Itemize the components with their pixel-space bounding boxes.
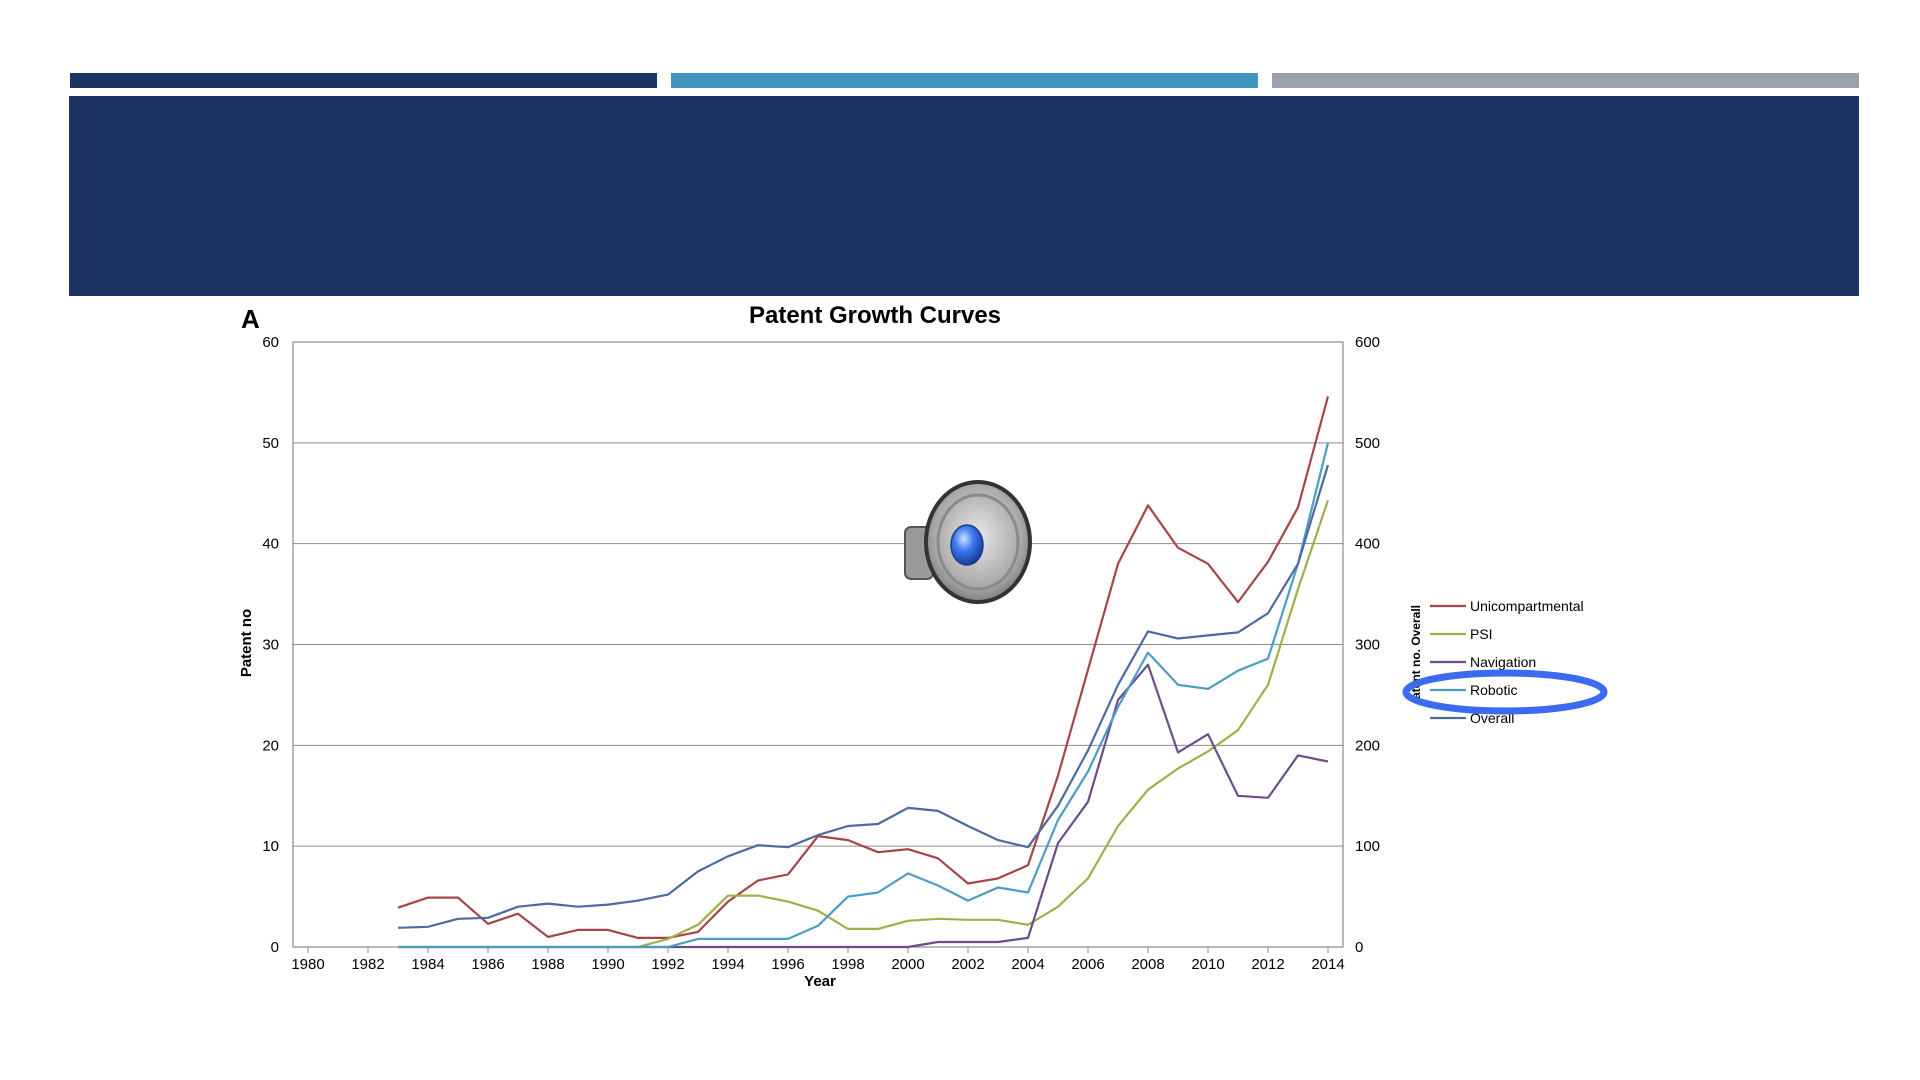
y-axis-label: Patent no bbox=[238, 609, 255, 677]
y-tick-label: 10 bbox=[262, 838, 279, 855]
y-tick-label: 30 bbox=[262, 637, 279, 654]
accent-bar-gray bbox=[1272, 73, 1859, 88]
x-tick-label: 2010 bbox=[1191, 956, 1224, 973]
y-right-tick-label: 300 bbox=[1355, 637, 1380, 654]
x-tick-label: 1988 bbox=[531, 956, 564, 973]
highlight-ellipse bbox=[1402, 669, 1608, 715]
y-right-tick-label: 600 bbox=[1355, 334, 1380, 351]
accent-bar-navy bbox=[70, 73, 657, 88]
series-line-unicompartmental bbox=[397, 396, 1330, 940]
y-right-tick-label: 0 bbox=[1355, 939, 1363, 956]
y-right-tick-label: 500 bbox=[1355, 435, 1380, 452]
grid-layer bbox=[292, 341, 1344, 948]
legend-label-robotic: Robotic bbox=[1470, 682, 1517, 698]
x-tick-label: 1990 bbox=[591, 956, 624, 973]
x-tick-label: 2004 bbox=[1011, 956, 1044, 973]
series-layer bbox=[397, 396, 1330, 949]
x-tick-label: 2006 bbox=[1071, 956, 1104, 973]
x-tick-label: 1998 bbox=[831, 956, 864, 973]
y-tick-label: 50 bbox=[262, 435, 279, 452]
speaker-icon[interactable] bbox=[904, 480, 1032, 604]
legend: UnicompartmentalPSINavigationRoboticOver… bbox=[1402, 598, 1608, 726]
legend-label-navigation: Navigation bbox=[1470, 654, 1536, 670]
x-tick-label: 2008 bbox=[1131, 956, 1164, 973]
panel-letter: A bbox=[241, 304, 260, 334]
legend-label-psi: PSI bbox=[1470, 626, 1493, 642]
x-tick-label: 2012 bbox=[1251, 956, 1284, 973]
x-tick-label: 1986 bbox=[471, 956, 504, 973]
x-axis-label: Year bbox=[804, 973, 836, 990]
legend-label-unicompartmental: Unicompartmental bbox=[1470, 598, 1584, 614]
accent-bar-blue bbox=[671, 73, 1258, 88]
y-tick-label: 60 bbox=[262, 334, 279, 351]
series-line-psi bbox=[637, 499, 1330, 949]
x-tick-label: 1996 bbox=[771, 956, 804, 973]
y-right-tick-label: 400 bbox=[1355, 536, 1380, 553]
x-tick-label: 2002 bbox=[951, 956, 984, 973]
x-tick-label: 2014 bbox=[1311, 956, 1344, 973]
title-band bbox=[69, 96, 1859, 296]
x-tick-label: 2000 bbox=[891, 956, 924, 973]
chart-title: Patent Growth Curves bbox=[749, 302, 1001, 329]
x-tick-label: 1980 bbox=[291, 956, 324, 973]
x-tick-label: 1984 bbox=[411, 956, 444, 973]
y-tick-label: 0 bbox=[271, 939, 279, 956]
x-tick-label: 1982 bbox=[351, 956, 384, 973]
y-axis-right-label: atent no. Overall bbox=[1409, 605, 1423, 699]
x-tick-label: 1992 bbox=[651, 956, 684, 973]
y-tick-label: 40 bbox=[262, 536, 279, 553]
y-tick-label: 20 bbox=[262, 737, 279, 754]
y-right-tick-label: 200 bbox=[1355, 737, 1380, 754]
series-line-overall bbox=[397, 464, 1330, 929]
series-line-robotic bbox=[398, 442, 1330, 949]
y-right-tick-label: 100 bbox=[1355, 838, 1380, 855]
x-tick-label: 1994 bbox=[711, 956, 744, 973]
